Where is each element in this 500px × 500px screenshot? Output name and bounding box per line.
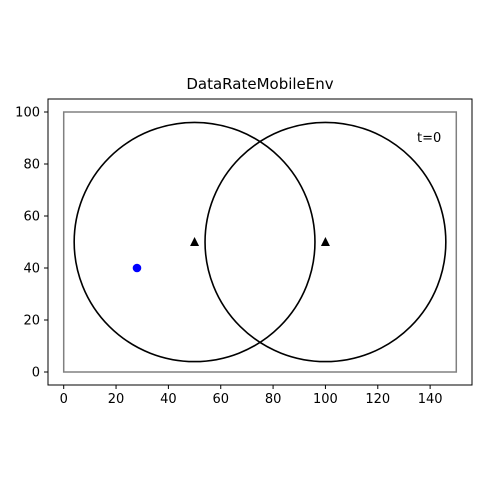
environment-boundary bbox=[62, 111, 458, 373]
y-tick-label: 20 bbox=[23, 314, 40, 329]
y-tick-label: 0 bbox=[32, 366, 40, 381]
x-tick-label: 0 bbox=[60, 392, 68, 407]
y-tick-label: 40 bbox=[23, 262, 40, 277]
x-tick-label: 20 bbox=[108, 392, 125, 407]
user-point-1 bbox=[132, 263, 142, 273]
x-tick-label: 40 bbox=[160, 392, 177, 407]
time-annotation: t=0 bbox=[417, 131, 441, 146]
y-tick-label: 80 bbox=[23, 158, 40, 173]
x-tick-label: 100 bbox=[313, 392, 338, 407]
axes-frame bbox=[47, 98, 473, 386]
coverage-circle-2 bbox=[204, 121, 447, 363]
base-station-marker-1 bbox=[190, 237, 200, 246]
x-tick-label: 120 bbox=[365, 392, 390, 407]
x-tick-label: 140 bbox=[418, 392, 443, 407]
plot-area: 0 20 40 60 80 100 120 140 0 20 40 60 80 100 t=0 bbox=[15, 98, 473, 407]
coverage-circle-1 bbox=[73, 121, 316, 363]
y-tick-label: 60 bbox=[23, 210, 40, 225]
base-station-marker-2 bbox=[320, 237, 330, 246]
x-tick-label: 80 bbox=[265, 392, 282, 407]
y-tick-label: 100 bbox=[15, 106, 40, 121]
x-tick-label: 60 bbox=[212, 392, 229, 407]
chart-title: DataRateMobileEnv bbox=[186, 75, 333, 93]
